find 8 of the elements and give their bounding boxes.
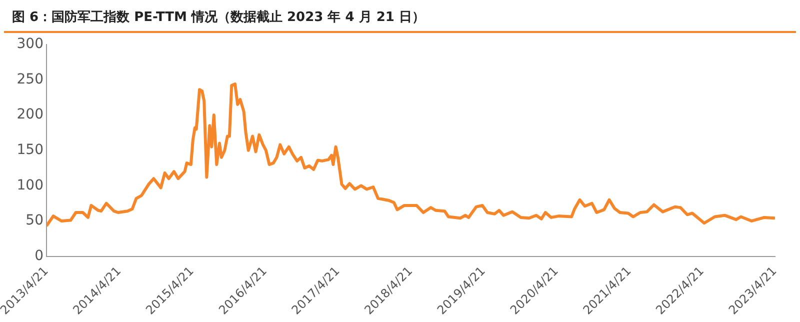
y-tick-label: 150: [16, 142, 44, 158]
y-tick-label: 100: [16, 177, 44, 194]
y-tick-label: 300: [16, 36, 44, 52]
y-tick-label: 50: [26, 212, 44, 229]
y-tick-label: 0: [34, 248, 44, 264]
chart-title: 图 6：国防军工指数 PE-TTM 情况（数据截止 2023 年 4 月 21 日）: [4, 0, 796, 33]
y-tick-label: 250: [16, 71, 44, 88]
y-tick-label: 200: [16, 106, 44, 123]
